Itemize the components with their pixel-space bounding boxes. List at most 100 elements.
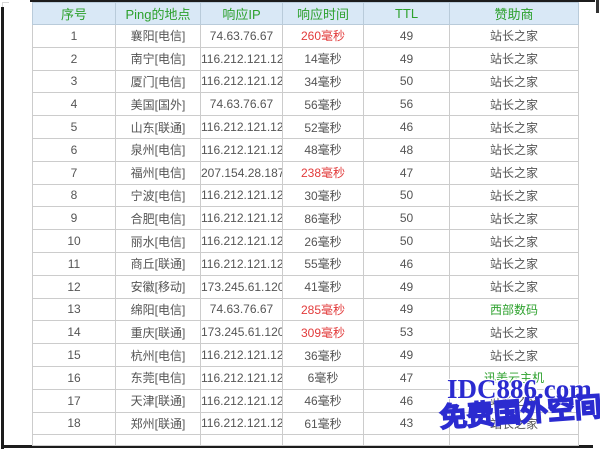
- cell-response-time: 52毫秒: [282, 115, 364, 139]
- cell-response-ip: 173.245.61.120: [200, 274, 283, 299]
- cell-sponsor-link[interactable]: 站长之家: [449, 137, 579, 162]
- cell-response-ip: 74.63.76.67: [200, 297, 283, 322]
- cell-sponsor-link[interactable]: 站长之家: [449, 229, 579, 253]
- partial-cell: [449, 434, 579, 447]
- cell-ping-location: 福州[电信]: [115, 160, 201, 185]
- cell-ttl: 46: [363, 251, 450, 276]
- cell-response-time: 30毫秒: [282, 183, 364, 208]
- cell-response-time: 309毫秒: [282, 320, 364, 345]
- cell-ttl: 47: [363, 365, 450, 390]
- table-row: 8 宁波[电信] 116.212.121.129 30毫秒 50 站长之家: [32, 183, 579, 208]
- corner-artifact: [2, 2, 9, 9]
- cell-response-ip: 74.63.76.67: [200, 24, 283, 48]
- table-row: 6 泉州[电信] 116.212.121.129 48毫秒 48 站长之家: [32, 137, 579, 162]
- cell-sponsor-link[interactable]: 站长之家: [449, 320, 579, 345]
- cell-response-time: 46毫秒: [282, 388, 364, 413]
- cell-ping-location: 襄阳[电信]: [115, 24, 201, 48]
- cell-sponsor-link[interactable]: 站长之家: [449, 69, 579, 94]
- cell-response-ip: 173.245.61.120: [200, 320, 283, 345]
- cell-response-time: 36毫秒: [282, 343, 364, 367]
- cell-ttl: 53: [363, 320, 450, 345]
- cell-sponsor-link[interactable]: 站长之家: [449, 160, 579, 185]
- cell-sponsor-link[interactable]: 站长之家: [449, 92, 579, 117]
- header-row: 序号 Ping的地点 响应IP 响应时间 TTL 赞助商: [32, 2, 579, 25]
- cell-index: 17: [32, 388, 116, 413]
- partial-cell: [115, 434, 201, 447]
- cell-response-ip: 116.212.121.129: [200, 206, 283, 231]
- cell-index: 11: [32, 251, 116, 276]
- cell-index: 8: [32, 183, 116, 208]
- cell-response-time: 260毫秒: [282, 24, 364, 48]
- ping-results-table: 序号 Ping的地点 响应IP 响应时间 TTL 赞助商 1 襄阳[电信] 74…: [32, 2, 579, 447]
- table-row: 14 重庆[联通] 173.245.61.120 309毫秒 53 站长之家: [32, 320, 579, 345]
- cell-sponsor-link[interactable]: 站长之家: [449, 251, 579, 276]
- cell-sponsor-link[interactable]: 站长之家: [449, 411, 579, 436]
- watermark-domain-text: IDC886.com: [447, 374, 592, 404]
- cell-sponsor-link[interactable]: 站长之家: [449, 274, 579, 299]
- table-body: 1 襄阳[电信] 74.63.76.67 260毫秒 49 站长之家 2 南宁[…: [32, 24, 579, 436]
- cell-index: 14: [32, 320, 116, 345]
- table-row: 4 美国[国外] 74.63.76.67 56毫秒 56 站长之家: [32, 92, 579, 117]
- cell-index: 18: [32, 411, 116, 436]
- cell-ping-location: 南宁[电信]: [115, 46, 201, 71]
- cell-ping-location: 安徽[移动]: [115, 274, 201, 299]
- cell-index: 1: [32, 24, 116, 48]
- cell-sponsor-link[interactable]: 站长之家: [449, 183, 579, 208]
- cell-sponsor-link[interactable]: 站长之家: [449, 115, 579, 139]
- cell-response-time: 56毫秒: [282, 92, 364, 117]
- partial-cell: [32, 434, 116, 447]
- cell-index: 15: [32, 343, 116, 367]
- table-row: 1 襄阳[电信] 74.63.76.67 260毫秒 49 站长之家: [32, 24, 579, 48]
- cell-index: 5: [32, 115, 116, 139]
- cell-response-ip: 116.212.121.129: [200, 69, 283, 94]
- cell-sponsor-link[interactable]: 站长之家: [449, 46, 579, 71]
- cell-ttl: 46: [363, 388, 450, 413]
- table-row: 16 东莞[电信] 116.212.121.129 6毫秒 47 迅美云主机: [32, 365, 579, 390]
- header-ping-location: Ping的地点: [115, 2, 201, 25]
- cell-ttl: 49: [363, 343, 450, 367]
- cell-ping-location: 美国[国外]: [115, 92, 201, 117]
- cell-ttl: 56: [363, 92, 450, 117]
- cell-ping-location: 合肥[电信]: [115, 206, 201, 231]
- cell-index: 9: [32, 206, 116, 231]
- cell-response-ip: 116.212.121.129: [200, 411, 283, 436]
- cell-index: 10: [32, 229, 116, 253]
- table-row: 7 福州[电信] 207.154.28.187 238毫秒 47 站长之家: [32, 160, 579, 185]
- cell-ping-location: 杭州[电信]: [115, 343, 201, 367]
- cell-sponsor-link[interactable]: 站长之家: [449, 24, 579, 48]
- table-row: 11 商丘[联通] 116.212.121.129 55毫秒 46 站长之家: [32, 251, 579, 276]
- cell-ping-location: 东莞[电信]: [115, 365, 201, 390]
- screenshot-border-left: [1, 7, 4, 449]
- header-sponsor: 赞助商: [449, 2, 579, 25]
- cell-response-ip: 116.212.121.129: [200, 229, 283, 253]
- table-row: 18 郑州[联通] 116.212.121.129 61毫秒 43 站长之家: [32, 411, 579, 436]
- cell-ping-location: 宁波[电信]: [115, 183, 201, 208]
- table-row: 9 合肥[电信] 116.212.121.129 86毫秒 50 站长之家: [32, 206, 579, 231]
- cell-response-time: 14毫秒: [282, 46, 364, 71]
- header-index: 序号: [32, 2, 116, 25]
- cell-ttl: 49: [363, 24, 450, 48]
- cell-index: 7: [32, 160, 116, 185]
- header-response-time: 响应时间: [282, 2, 364, 25]
- cell-ttl: 50: [363, 69, 450, 94]
- cell-response-ip: 116.212.121.129: [200, 115, 283, 139]
- cell-sponsor-link[interactable]: 站长之家: [449, 388, 579, 413]
- header-ttl: TTL: [363, 2, 450, 25]
- cell-ttl: 49: [363, 46, 450, 71]
- cell-index: 16: [32, 365, 116, 390]
- cell-ttl: 50: [363, 206, 450, 231]
- cell-index: 4: [32, 92, 116, 117]
- partial-cell: [282, 434, 364, 447]
- table-row: 3 厦门[电信] 116.212.121.129 34毫秒 50 站长之家: [32, 69, 579, 94]
- cell-sponsor-link[interactable]: 站长之家: [449, 343, 579, 367]
- cell-ping-location: 郑州[联通]: [115, 411, 201, 436]
- cell-ping-location: 厦门[电信]: [115, 69, 201, 94]
- cell-response-time: 34毫秒: [282, 69, 364, 94]
- cell-ping-location: 绵阳[电信]: [115, 297, 201, 322]
- table-row: 12 安徽[移动] 173.245.61.120 41毫秒 49 站长之家: [32, 274, 579, 299]
- cell-ttl: 46: [363, 115, 450, 139]
- cell-sponsor-link[interactable]: 站长之家: [449, 206, 579, 231]
- cell-sponsor-link[interactable]: 西部数码: [449, 297, 579, 322]
- cell-response-time: 41毫秒: [282, 274, 364, 299]
- cell-ttl: 50: [363, 183, 450, 208]
